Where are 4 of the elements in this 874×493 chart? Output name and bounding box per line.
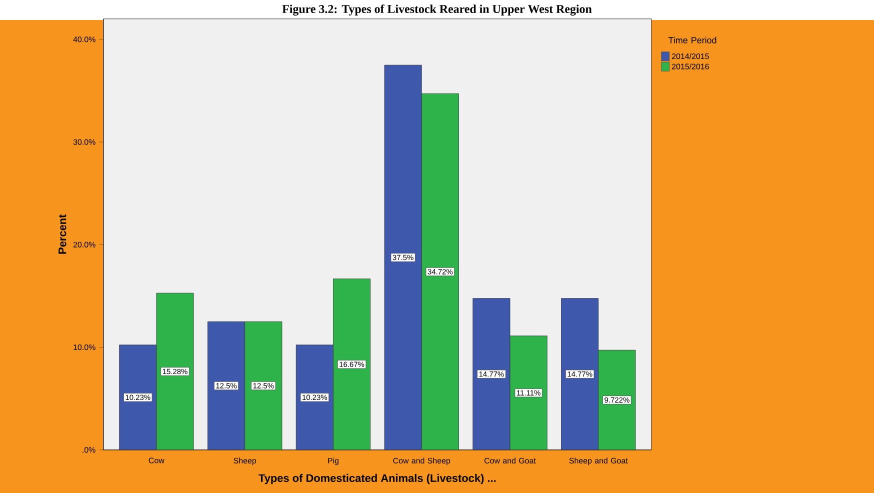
y-axis-title: Percent: [58, 214, 66, 254]
x-axis-title: Types of Domesticated Animals (Livestock) ...: [258, 474, 496, 484]
chart-title: Figure 3.2: Types of Livestock Reared in Upper West Region: [282, 4, 592, 16]
legend-title: Time Period: [668, 36, 716, 44]
